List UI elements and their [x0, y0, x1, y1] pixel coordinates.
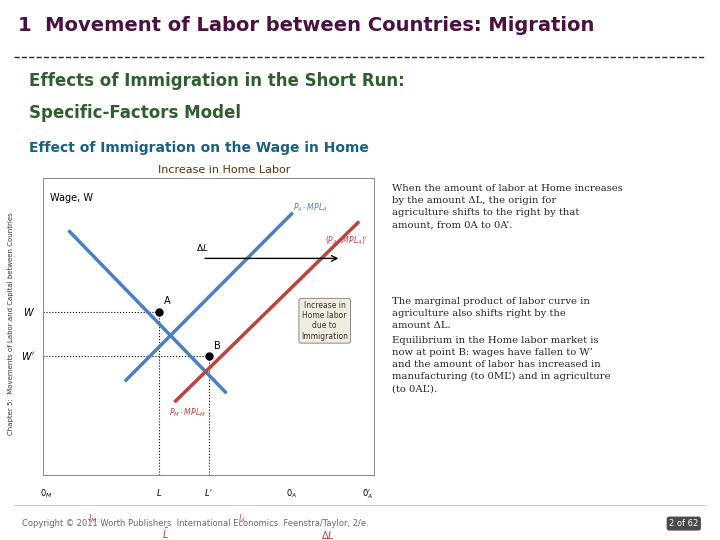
Text: $0_A'$: $0_A'$	[362, 487, 373, 501]
Text: B: B	[214, 341, 220, 351]
Text: $W$: $W$	[23, 306, 35, 318]
Text: Increase in
Home labor
due to
Immigration: Increase in Home labor due to Immigratio…	[301, 301, 348, 341]
Text: $P_M \cdot MPL_M$: $P_M \cdot MPL_M$	[169, 407, 206, 419]
Text: Increase in Home Labor: Increase in Home Labor	[158, 165, 291, 175]
Text: $l_M$: $l_M$	[89, 512, 97, 525]
Text: $0_A$: $0_A$	[286, 487, 297, 500]
Text: Copyright © 2011 Worth Publishers  International Economics  Feenstra/Taylor, 2/e: Copyright © 2011 Worth Publishers Intern…	[22, 519, 369, 528]
Text: A: A	[164, 296, 171, 306]
Text: Chapter 5:  Movements of Labor and Capital between Countries: Chapter 5: Movements of Labor and Capita…	[8, 213, 14, 435]
Text: Wage, W: Wage, W	[50, 193, 93, 203]
Text: $l_A$: $l_A$	[238, 512, 246, 525]
Text: $P_A \cdot MPL_A$: $P_A \cdot MPL_A$	[293, 202, 328, 214]
Text: $\bar{L}$: $\bar{L}$	[162, 527, 169, 540]
Text: $W'$: $W'$	[21, 350, 35, 362]
Text: Effects of Immigration in the Short Run:: Effects of Immigration in the Short Run:	[29, 72, 405, 90]
Text: $L'$: $L'$	[204, 487, 213, 498]
Text: 2 of 62: 2 of 62	[669, 519, 698, 528]
Text: FIGURE 5-2: FIGURE 5-2	[49, 186, 118, 196]
Text: Specific-Factors Model: Specific-Factors Model	[29, 104, 240, 122]
Text: $L$: $L$	[156, 487, 162, 498]
Text: $\Delta L$: $\Delta L$	[321, 529, 335, 540]
Text: Effect of Immigration on the Wage in Home: Effect of Immigration on the Wage in Hom…	[29, 141, 369, 155]
Text: $\Delta L$: $\Delta L$	[196, 242, 208, 253]
Text: $0_M$: $0_M$	[40, 487, 53, 500]
Text: The marginal product of labor curve in
agriculture also shifts right by the
amou: The marginal product of labor curve in a…	[392, 297, 590, 330]
Text: 1  Movement of Labor between Countries: Migration: 1 Movement of Labor between Countries: M…	[18, 16, 595, 35]
Text: Equilibrium in the Home labor market is
now at point B: wages have fallen to W’
: Equilibrium in the Home labor market is …	[392, 335, 610, 394]
Text: When the amount of labor at Home increases
by the amount ΔL, the origin for
agri: When the amount of labor at Home increas…	[392, 184, 622, 230]
Text: $(P_A \cdot MPL_A)'$: $(P_A \cdot MPL_A)'$	[325, 234, 367, 247]
